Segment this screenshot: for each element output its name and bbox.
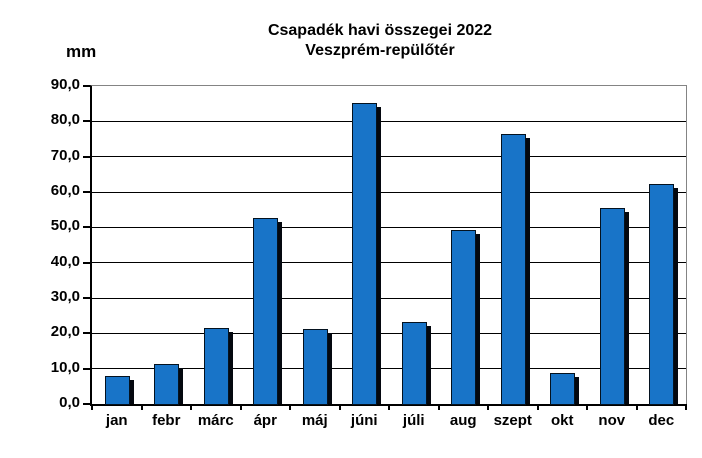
x-tick-label-márc: márc (197, 412, 234, 429)
x-tick-label-febr: febr (152, 412, 181, 429)
y-tick-mark (83, 120, 90, 123)
x-tick-label-okt: okt (551, 412, 574, 429)
y-tick-label-0,0: 0,0 (59, 394, 80, 411)
bar-szept (500, 134, 526, 405)
x-tick-mark (487, 404, 489, 410)
bar-júli (401, 322, 427, 405)
x-tick-mark (91, 404, 93, 410)
y-tick-label-60,0: 60,0 (50, 182, 80, 199)
gridline-70 (92, 156, 686, 158)
y-tick-mark (83, 261, 90, 264)
x-tick-label-ápr: ápr (253, 412, 277, 429)
y-tick-label-10,0: 10,0 (50, 358, 80, 376)
y-axis-unit-label: mm (66, 42, 97, 61)
bar-okt (550, 372, 576, 405)
bar-jan (104, 376, 130, 405)
x-tick-mark (190, 404, 192, 410)
bar-dec (649, 184, 675, 405)
bar-aug (451, 230, 477, 405)
y-tick-mark (83, 403, 90, 405)
chart-title-line1: Csapadék havi összegei 2022 (267, 22, 493, 39)
gridline-30 (92, 297, 686, 299)
chart-title-line2: Veszprém-repülőtér (305, 42, 455, 59)
y-tick-mark (83, 367, 90, 370)
x-tick-label-júli: júli (402, 412, 425, 429)
y-tick-label-80,0: 80,0 (50, 111, 80, 129)
gridline-40 (92, 262, 686, 264)
x-tick-label-júni: júni (350, 412, 378, 429)
x-tick-mark (239, 404, 242, 410)
x-tick-mark (338, 404, 341, 410)
x-tick-mark (586, 404, 588, 410)
y-tick-label-50,0: 50,0 (50, 217, 80, 235)
x-tick-mark (437, 404, 440, 410)
x-tick-label-aug: aug (449, 412, 477, 429)
bar-márc (203, 328, 229, 405)
y-tick-mark (83, 155, 90, 158)
bar-máj (302, 329, 328, 405)
bar-nov (599, 207, 625, 405)
gridline-60 (92, 191, 686, 193)
y-tick-label-30,0: 30,0 (50, 288, 80, 305)
x-tick-label-nov: nov (598, 412, 626, 429)
x-tick-label-jan: jan (105, 412, 128, 429)
y-tick-label-40,0: 40,0 (50, 252, 80, 270)
bar-júni (352, 102, 378, 405)
y-tick-mark (83, 191, 90, 193)
gridline-20 (92, 332, 686, 334)
x-tick-label-dec: dec (648, 412, 675, 429)
gridline-10 (92, 368, 686, 370)
y-tick-mark (83, 332, 90, 335)
x-tick-mark (289, 404, 291, 410)
bar-febr (154, 363, 180, 405)
x-tick-mark (685, 404, 687, 410)
plot-area (83, 85, 687, 410)
y-tick-label-70,0: 70,0 (50, 146, 80, 164)
x-tick-label-szept: szept (493, 412, 532, 429)
y-tick-label-90,0: 90,0 (50, 76, 80, 93)
y-tick-mark (83, 226, 90, 229)
gridline-50 (92, 226, 686, 228)
y-tick-mark (83, 297, 90, 299)
y-tick-label-20,0: 20,0 (50, 323, 80, 341)
x-tick-mark (536, 404, 539, 410)
bar-ápr (253, 218, 279, 405)
x-tick-label-máj: máj (301, 412, 328, 429)
x-tick-mark (388, 404, 390, 410)
gridline-80 (92, 120, 686, 122)
x-tick-mark (635, 404, 638, 410)
chart-title: Csapadék havi összegei 2022 Veszprém-rep… (50, 21, 702, 61)
x-tick-mark (140, 404, 143, 410)
y-tick-mark (83, 85, 90, 87)
